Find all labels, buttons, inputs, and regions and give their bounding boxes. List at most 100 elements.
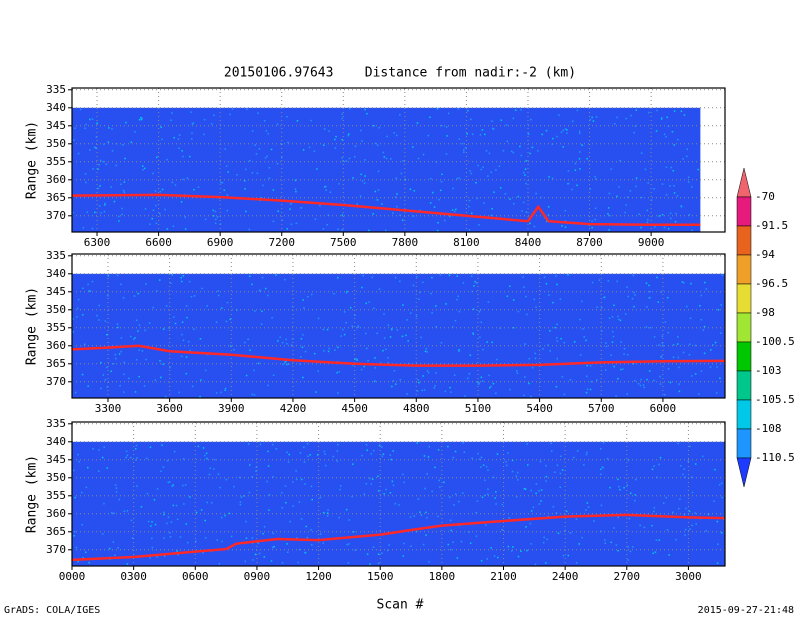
noise-speckle <box>495 491 497 493</box>
noise-speckle <box>112 363 115 365</box>
noise-speckle <box>256 172 259 175</box>
noise-speckle <box>669 381 672 384</box>
noise-speckle <box>457 295 460 298</box>
noise-speckle <box>591 116 593 119</box>
noise-speckle <box>458 177 460 179</box>
noise-speckle <box>77 298 80 301</box>
noise-speckle <box>387 357 389 359</box>
noise-speckle <box>363 493 366 495</box>
noise-speckle <box>690 186 693 188</box>
noise-speckle <box>561 375 564 378</box>
noise-speckle <box>166 158 168 161</box>
noise-speckle <box>244 187 246 190</box>
noise-speckle <box>647 182 649 184</box>
noise-speckle <box>629 190 632 192</box>
noise-speckle <box>326 515 329 517</box>
noise-speckle <box>633 131 635 134</box>
noise-speckle <box>454 319 457 322</box>
noise-speckle <box>433 387 436 389</box>
noise-speckle <box>625 204 628 206</box>
noise-speckle <box>377 562 380 565</box>
noise-speckle <box>221 307 223 309</box>
noise-speckle <box>665 194 668 196</box>
noise-speckle <box>224 389 226 391</box>
noise-speckle <box>576 450 579 452</box>
noise-speckle <box>716 520 719 523</box>
noise-speckle <box>315 391 317 393</box>
noise-speckle <box>75 546 78 549</box>
noise-speckle <box>381 552 383 554</box>
noise-speckle <box>426 473 428 475</box>
noise-speckle <box>251 172 254 174</box>
x-tick-label: 6000 <box>650 402 677 415</box>
noise-speckle <box>471 457 473 459</box>
noise-speckle <box>535 306 537 308</box>
noise-speckle <box>534 563 537 566</box>
noise-speckle <box>156 488 159 490</box>
noise-speckle <box>563 393 566 396</box>
noise-speckle <box>204 454 206 457</box>
noise-speckle <box>233 485 235 488</box>
noise-speckle <box>508 517 510 519</box>
noise-speckle <box>106 333 108 336</box>
y-axis-label: Range (km) <box>25 455 40 533</box>
noise-speckle <box>452 187 454 190</box>
noise-speckle <box>213 468 215 470</box>
noise-speckle <box>585 391 588 394</box>
echo-region <box>72 441 725 566</box>
noise-speckle <box>653 379 655 382</box>
noise-speckle <box>524 168 527 170</box>
noise-speckle <box>341 117 343 120</box>
noise-speckle <box>337 346 339 349</box>
noise-speckle <box>248 228 251 231</box>
noise-speckle <box>595 116 598 118</box>
noise-speckle <box>258 148 261 150</box>
noise-speckle <box>253 369 255 372</box>
noise-speckle <box>613 304 615 307</box>
noise-speckle <box>144 329 146 332</box>
plot-frame <box>71 253 726 399</box>
noise-speckle <box>352 531 355 533</box>
noise-speckle <box>117 547 119 549</box>
noise-speckle <box>328 130 330 132</box>
noise-speckle <box>579 168 581 170</box>
noise-speckle <box>390 328 393 331</box>
noise-speckle <box>81 524 83 526</box>
noise-speckle <box>193 295 196 297</box>
noise-speckle <box>92 448 94 450</box>
noise-speckle <box>255 466 258 468</box>
noise-speckle <box>203 133 205 136</box>
noise-speckle <box>189 496 191 498</box>
noise-speckle <box>424 487 426 490</box>
noise-speckle <box>474 280 476 283</box>
noise-speckle <box>485 150 488 152</box>
noise-speckle <box>286 228 288 230</box>
noise-speckle <box>619 488 621 491</box>
noise-speckle <box>281 561 284 564</box>
noise-speckle <box>517 479 519 481</box>
noise-speckle <box>470 212 473 215</box>
noise-speckle <box>610 354 612 356</box>
noise-speckle <box>169 481 171 483</box>
noise-speckle <box>244 560 247 563</box>
noise-speckle <box>87 283 89 286</box>
noise-speckle <box>687 181 690 183</box>
noise-speckle <box>402 304 404 306</box>
noise-speckle <box>602 441 605 444</box>
noise-speckle <box>97 168 99 170</box>
y-axis-label: Range (km) <box>25 287 40 365</box>
noise-speckle <box>366 112 368 115</box>
noise-speckle <box>691 491 694 494</box>
noise-speckle <box>395 177 397 179</box>
noise-speckle <box>186 316 188 319</box>
noise-speckle <box>244 341 246 344</box>
noise-speckle <box>720 532 723 534</box>
noise-speckle <box>115 357 117 360</box>
noise-speckle <box>549 350 551 352</box>
noise-speckle <box>549 330 551 332</box>
noise-speckle <box>671 130 674 133</box>
noise-speckle <box>467 109 469 112</box>
noise-speckle <box>392 484 395 487</box>
noise-speckle <box>337 228 339 231</box>
